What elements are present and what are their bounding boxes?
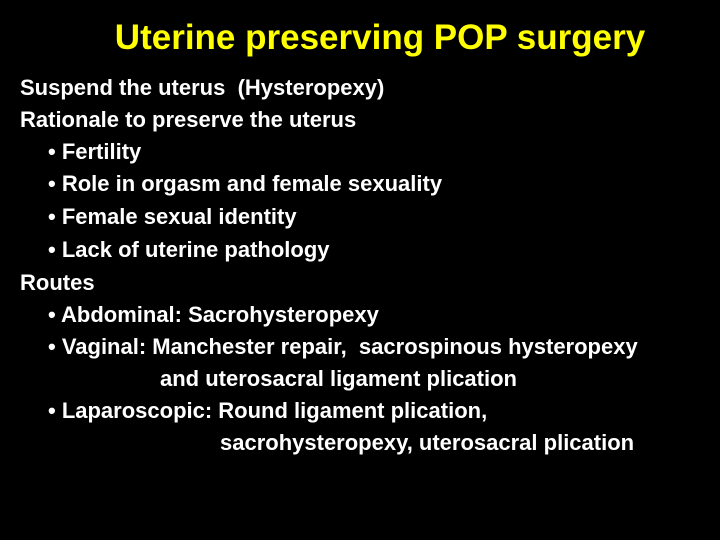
bullet-icon: • xyxy=(48,234,56,266)
slide-body: Suspend the uterus (Hysteropexy) Rationa… xyxy=(20,72,700,458)
body-line-suspend: Suspend the uterus (Hysteropexy) xyxy=(20,72,700,104)
bullet-pathology: • Lack of uterine pathology xyxy=(20,234,700,267)
bullet-identity: • Female sexual identity xyxy=(20,201,700,234)
bullet-vaginal-cont: and uterosacral ligament plication xyxy=(20,363,700,395)
bullet-fertility: • Fertility xyxy=(20,136,700,168)
body-line-rationale: Rationale to preserve the uterus xyxy=(20,104,700,136)
bullet-orgasm: • Role in orgasm and female sexuality xyxy=(20,168,700,201)
bullet-vaginal: • Vaginal: Manchester repair, sacrospino… xyxy=(20,331,700,363)
bullet-icon: • xyxy=(48,201,56,233)
slide-title: Uterine preserving POP surgery xyxy=(60,18,700,58)
body-line-routes: Routes xyxy=(20,267,700,299)
bullet-text: Female sexual identity xyxy=(56,204,297,229)
bullet-laparoscopic-cont: sacrohysteropexy, uterosacral plication xyxy=(20,427,700,459)
bullet-abdominal: • Abdominal: Sacrohysteropexy xyxy=(20,299,700,331)
bullet-icon: • xyxy=(48,168,56,200)
bullet-laparoscopic: • Laparoscopic: Round ligament plication… xyxy=(20,395,700,427)
bullet-text: Lack of uterine pathology xyxy=(56,237,330,262)
slide: Uterine preserving POP surgery Suspend t… xyxy=(0,0,720,540)
bullet-text: Role in orgasm and female sexuality xyxy=(56,171,442,196)
